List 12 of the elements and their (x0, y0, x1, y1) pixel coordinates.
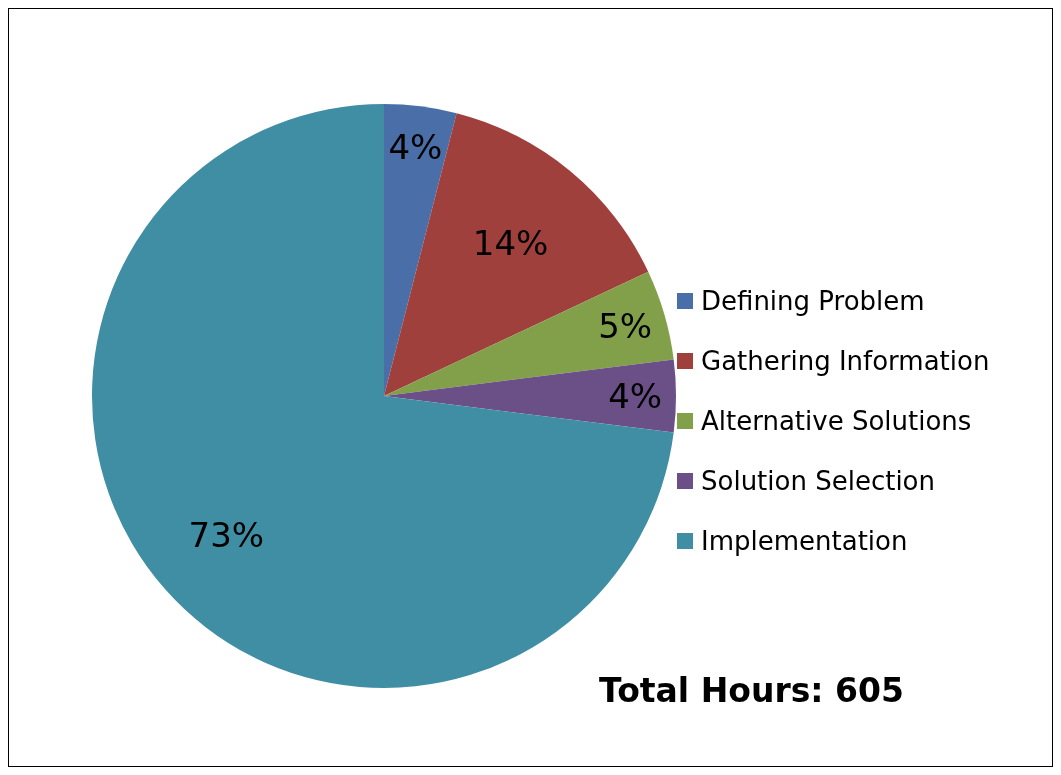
legend-label: Gathering Information (701, 345, 990, 378)
pie-slice (384, 104, 457, 396)
data-label: 4% (388, 126, 443, 167)
legend-label: Implementation (701, 525, 908, 558)
data-label: 14% (472, 223, 549, 264)
legend-label: Solution Selection (701, 465, 935, 498)
text: Total Hours: 605 (599, 671, 904, 710)
legend-label: Defining Problem (701, 285, 925, 318)
data-label: 5% (598, 305, 653, 346)
data-label: 73% (188, 515, 265, 556)
data-label: 4% (608, 376, 663, 416)
legend-label: Alternative Solutions (701, 405, 972, 438)
